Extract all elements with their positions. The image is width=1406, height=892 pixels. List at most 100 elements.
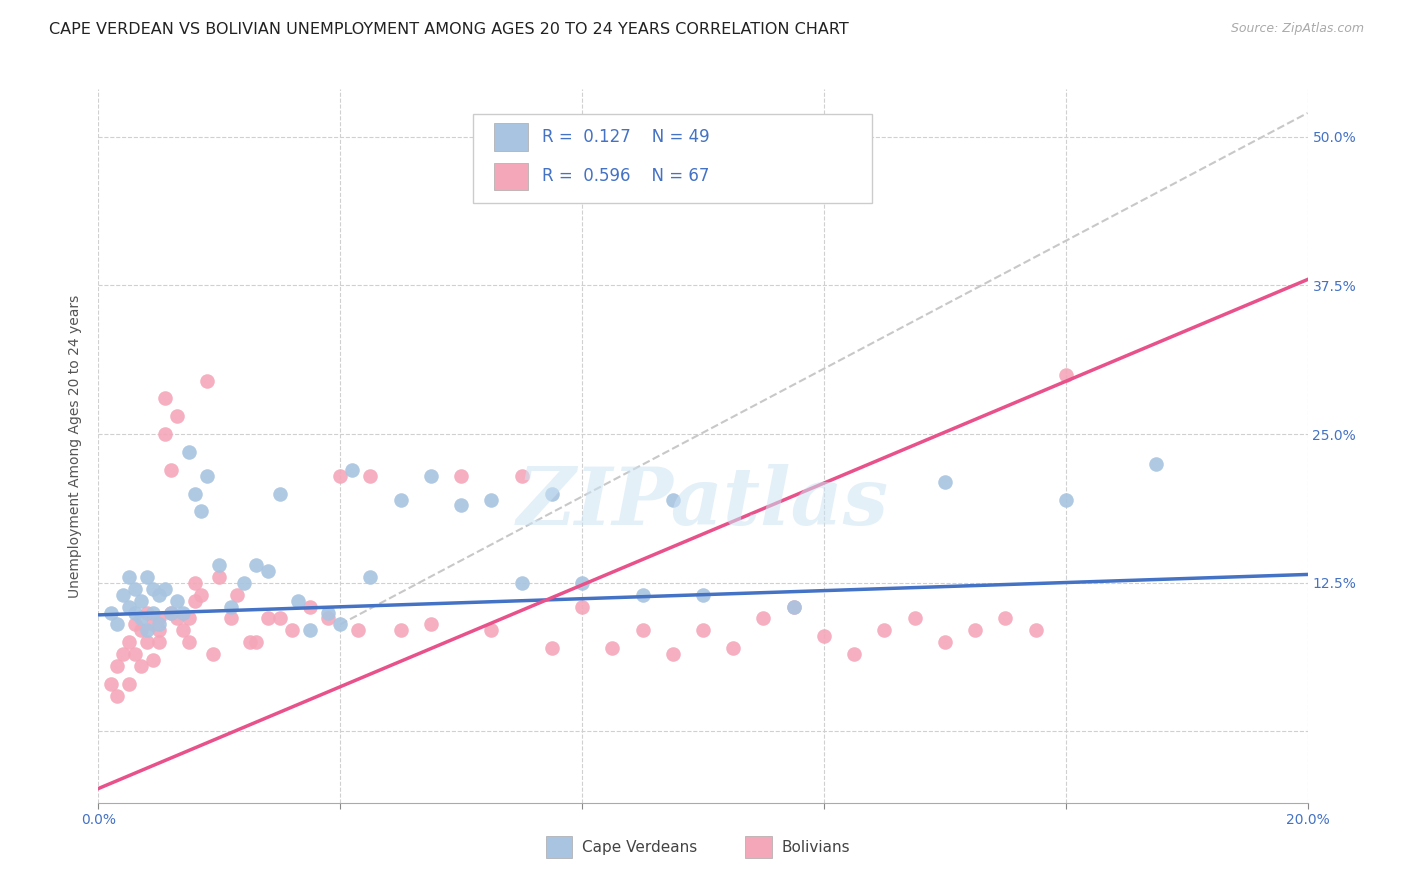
Point	[420, 468, 443, 483]
Y-axis label: Unemployment Among Ages 20 to 24 years: Unemployment Among Ages 20 to 24 years	[69, 294, 83, 598]
Point	[661, 492, 683, 507]
Point	[571, 599, 593, 614]
Point	[299, 599, 322, 614]
Point	[118, 599, 141, 614]
Point	[179, 611, 201, 625]
Point	[631, 624, 654, 638]
Point	[329, 468, 352, 483]
Point	[1054, 368, 1077, 382]
Point	[142, 582, 165, 596]
Point	[124, 582, 146, 596]
Point	[481, 492, 503, 507]
Point	[148, 611, 170, 625]
Point	[844, 647, 866, 661]
Point	[184, 486, 207, 500]
Point	[148, 588, 170, 602]
Point	[481, 624, 503, 638]
Point	[510, 575, 533, 590]
Point	[389, 624, 412, 638]
Point	[129, 593, 152, 607]
Point	[172, 606, 194, 620]
FancyBboxPatch shape	[494, 163, 527, 190]
Point	[239, 635, 262, 649]
Point	[934, 475, 956, 489]
Point	[342, 463, 364, 477]
Point	[287, 593, 309, 607]
Point	[179, 635, 201, 649]
Point	[221, 599, 243, 614]
Point	[245, 558, 267, 572]
Point	[208, 558, 231, 572]
Point	[202, 647, 225, 661]
Point	[1054, 492, 1077, 507]
Point	[153, 582, 176, 596]
Point	[316, 606, 339, 620]
Text: R =  0.596    N = 67: R = 0.596 N = 67	[543, 168, 710, 186]
Point	[510, 468, 533, 483]
Point	[118, 635, 141, 649]
Text: Cape Verdeans: Cape Verdeans	[582, 839, 697, 855]
Point	[1024, 624, 1046, 638]
Point	[135, 606, 157, 620]
Point	[105, 617, 128, 632]
Point	[135, 624, 157, 638]
Point	[148, 624, 170, 638]
Point	[148, 617, 170, 632]
FancyBboxPatch shape	[474, 114, 872, 203]
Point	[166, 593, 188, 607]
Point	[1144, 457, 1167, 471]
Point	[873, 624, 896, 638]
Point	[661, 647, 683, 661]
Point	[160, 606, 183, 620]
Point	[723, 641, 745, 656]
Point	[148, 635, 170, 649]
Point	[281, 624, 304, 638]
Point	[571, 575, 593, 590]
Point	[172, 624, 194, 638]
Point	[111, 588, 134, 602]
Point	[360, 468, 382, 483]
Point	[160, 606, 183, 620]
Point	[153, 427, 176, 442]
FancyBboxPatch shape	[494, 123, 527, 151]
Point	[245, 635, 267, 649]
Point	[124, 606, 146, 620]
Point	[256, 611, 278, 625]
Point	[190, 588, 212, 602]
Point	[540, 486, 562, 500]
Point	[904, 611, 927, 625]
Point	[226, 588, 249, 602]
Point	[135, 570, 157, 584]
Point	[135, 635, 157, 649]
Point	[783, 599, 806, 614]
Point	[160, 463, 183, 477]
Point	[232, 575, 254, 590]
Point	[208, 570, 231, 584]
Point	[329, 617, 352, 632]
Point	[631, 588, 654, 602]
Point	[166, 611, 188, 625]
Point	[540, 641, 562, 656]
Point	[111, 647, 134, 661]
Point	[692, 588, 714, 602]
Text: CAPE VERDEAN VS BOLIVIAN UNEMPLOYMENT AMONG AGES 20 TO 24 YEARS CORRELATION CHAR: CAPE VERDEAN VS BOLIVIAN UNEMPLOYMENT AM…	[49, 22, 849, 37]
Point	[783, 599, 806, 614]
Point	[965, 624, 987, 638]
Point	[389, 492, 412, 507]
Point	[129, 611, 152, 625]
Point	[256, 564, 278, 578]
Point	[179, 445, 201, 459]
Point	[994, 611, 1017, 625]
Point	[450, 468, 472, 483]
Point	[142, 606, 165, 620]
Point	[184, 575, 207, 590]
Text: Source: ZipAtlas.com: Source: ZipAtlas.com	[1230, 22, 1364, 36]
Point	[195, 468, 218, 483]
Point	[420, 617, 443, 632]
FancyBboxPatch shape	[745, 836, 772, 858]
Point	[269, 486, 291, 500]
Point	[153, 392, 176, 406]
Point	[299, 624, 322, 638]
Point	[813, 629, 835, 643]
Point	[269, 611, 291, 625]
